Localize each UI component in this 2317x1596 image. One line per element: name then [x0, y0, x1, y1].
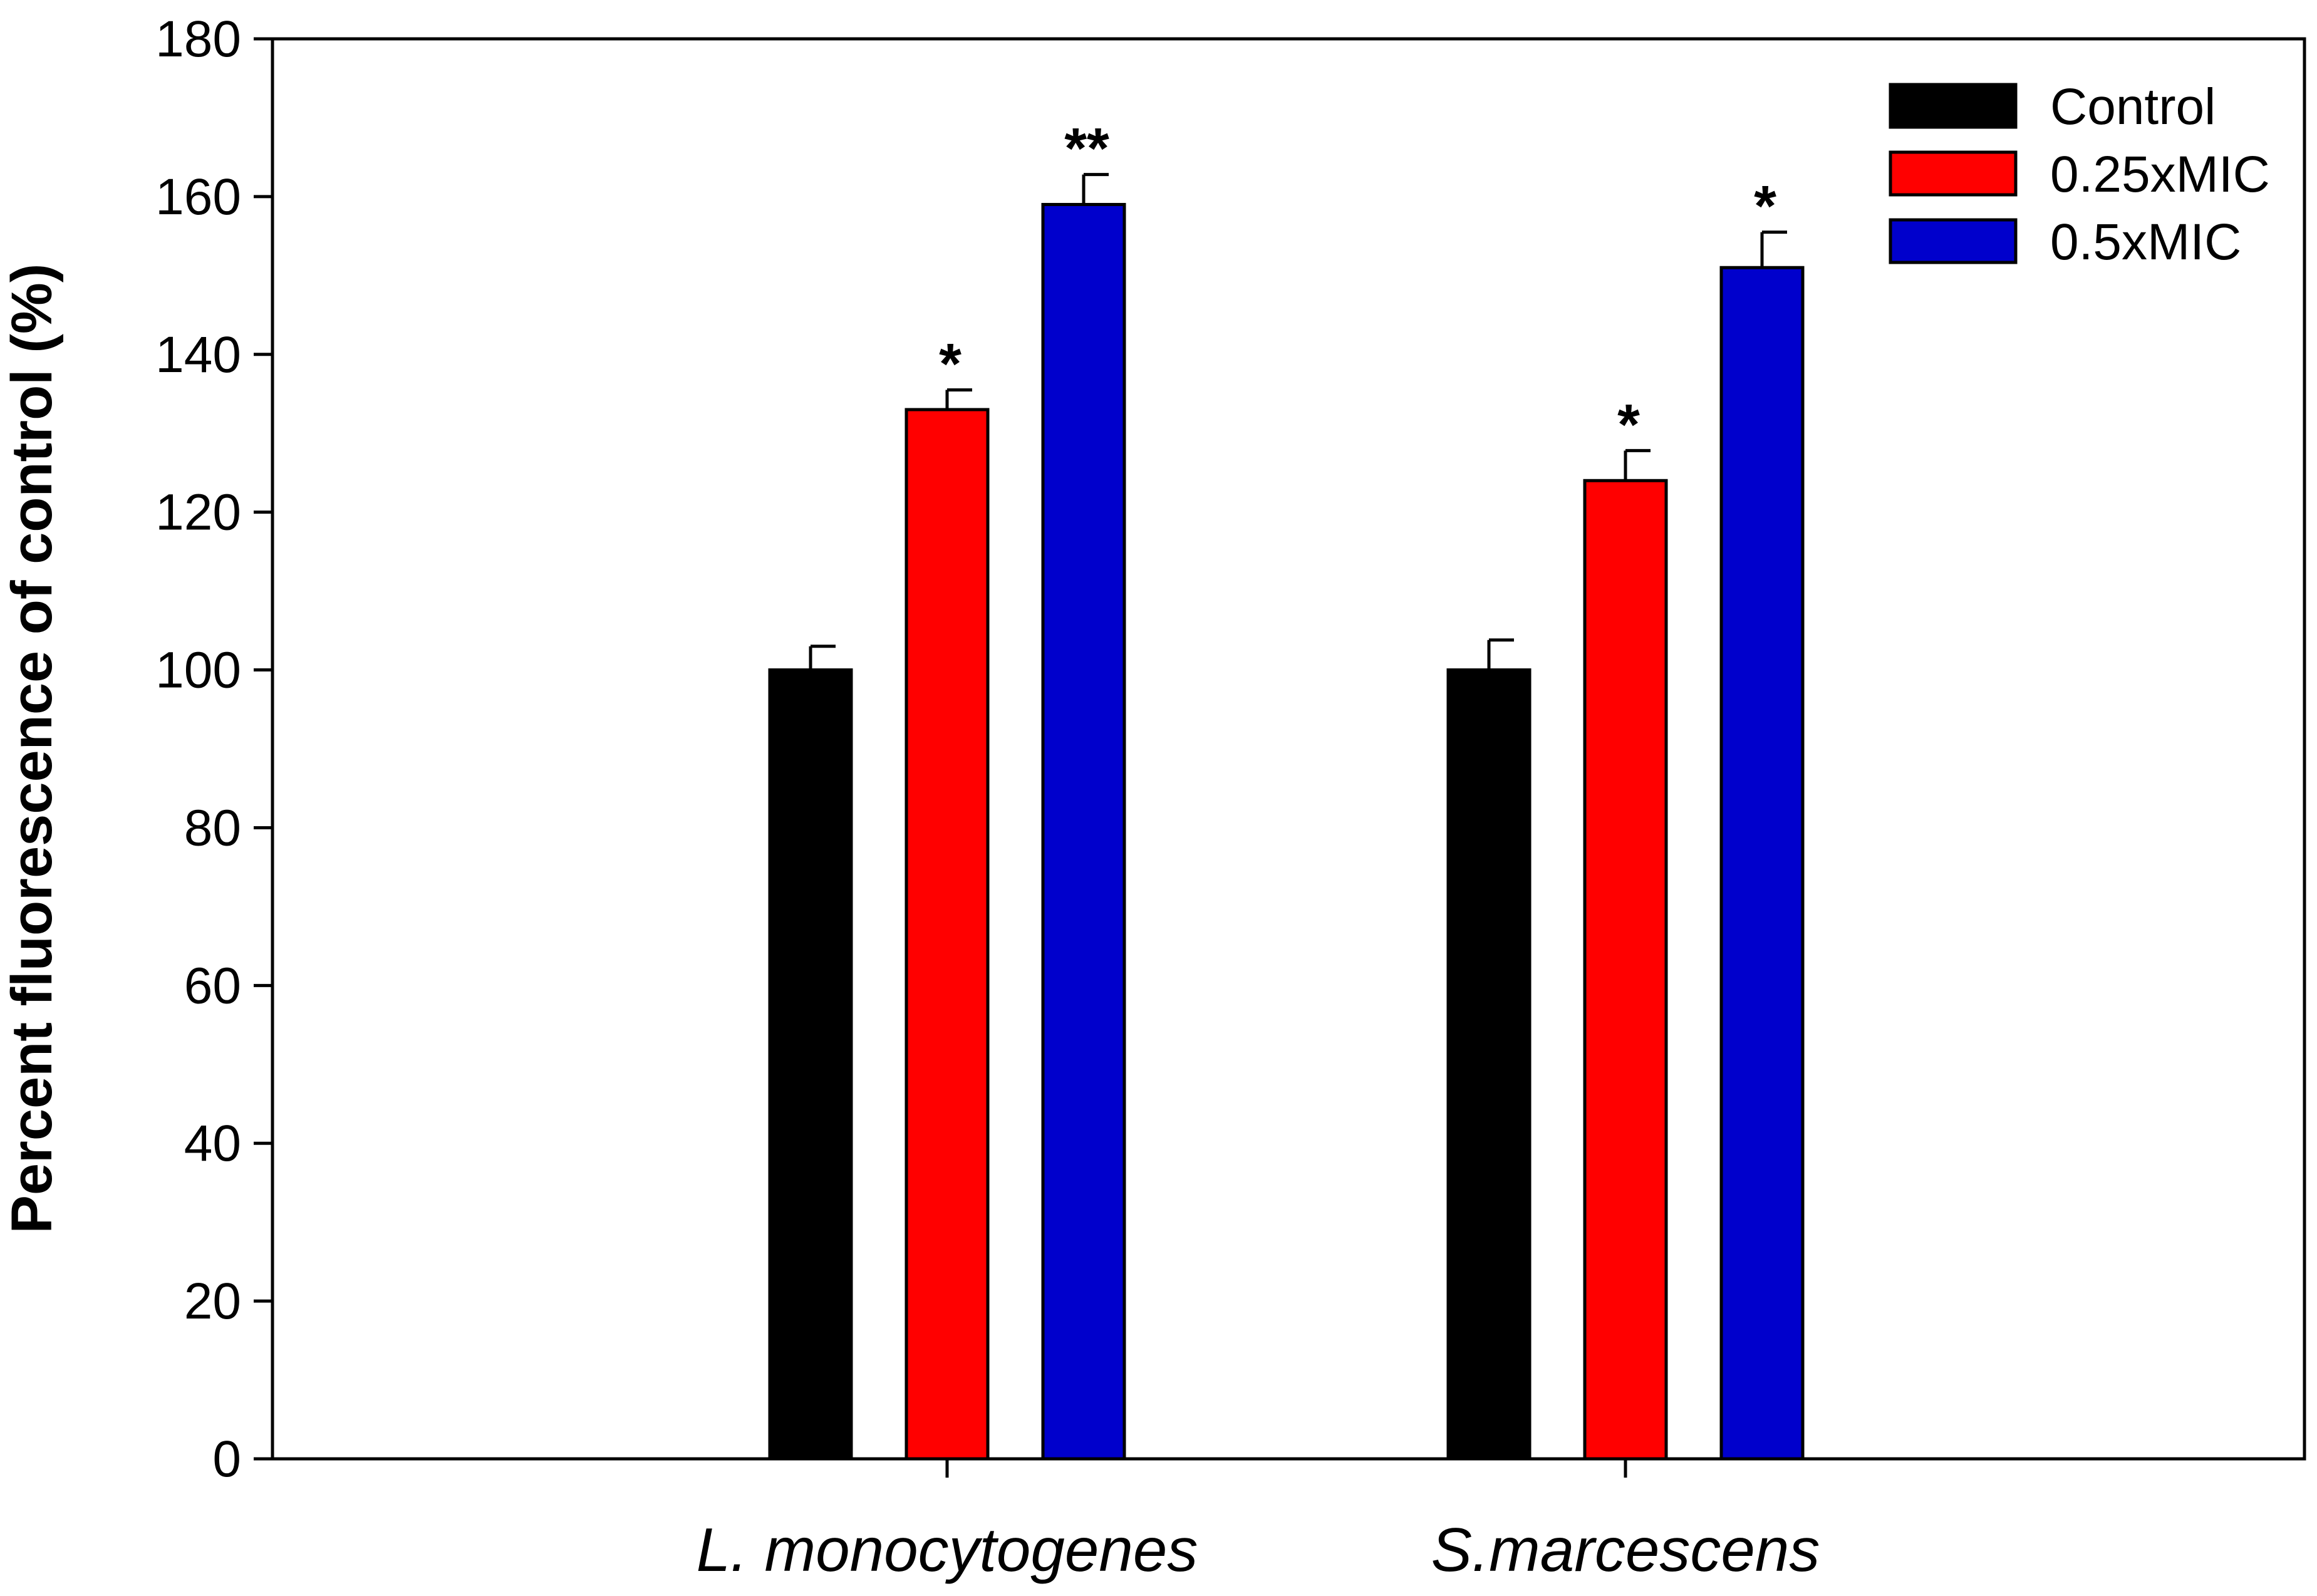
x-category-label: S.marcescens — [1431, 1515, 1820, 1584]
x-category-label: L. monocytogenes — [697, 1515, 1198, 1584]
y-tick-label: 60 — [184, 957, 241, 1014]
y-tick-label: 80 — [184, 799, 241, 856]
bar — [1041, 202, 1126, 1461]
y-tick-label: 180 — [155, 11, 241, 68]
legend-swatch — [1889, 150, 2018, 197]
y-tick-label: 20 — [184, 1273, 241, 1330]
y-tick-label: 100 — [155, 642, 241, 699]
y-tick-label: 120 — [155, 484, 241, 541]
plot-border — [271, 37, 2306, 1461]
significance-marker: * — [939, 332, 962, 396]
bar — [1719, 266, 1805, 1461]
legend-label: 0.25xMIC — [2050, 146, 2270, 203]
legend-label: 0.5xMIC — [2050, 214, 2241, 271]
legend-swatch — [1889, 218, 2018, 264]
x-axis: L. monocytogenes S.marcescens — [697, 1459, 1820, 1584]
bar — [1583, 479, 1668, 1461]
bar — [905, 408, 990, 1461]
y-tick-label: 40 — [184, 1115, 241, 1172]
legend-swatch — [1889, 83, 2018, 129]
y-tick-label: 140 — [155, 326, 241, 383]
y-tick-label: 0 — [212, 1431, 241, 1488]
legend-label: Control — [2050, 78, 2216, 135]
significance-marker: ** — [1064, 117, 1109, 181]
significance-marker: * — [1754, 175, 1776, 239]
bar — [1446, 668, 1532, 1461]
plot-frame — [271, 37, 2306, 1461]
legend: Control 0.25xMIC 0.5xMIC — [1889, 78, 2270, 271]
y-axis-title: Percent fluorescence of control (%) — [0, 264, 64, 1234]
y-tick-label: 160 — [155, 168, 241, 225]
y-axis: 0 20 40 60 80 100 120 140 160 180 — [155, 11, 272, 1488]
significance-marker: * — [1617, 393, 1640, 457]
bar — [768, 668, 853, 1461]
bars: ***** — [768, 117, 1805, 1461]
